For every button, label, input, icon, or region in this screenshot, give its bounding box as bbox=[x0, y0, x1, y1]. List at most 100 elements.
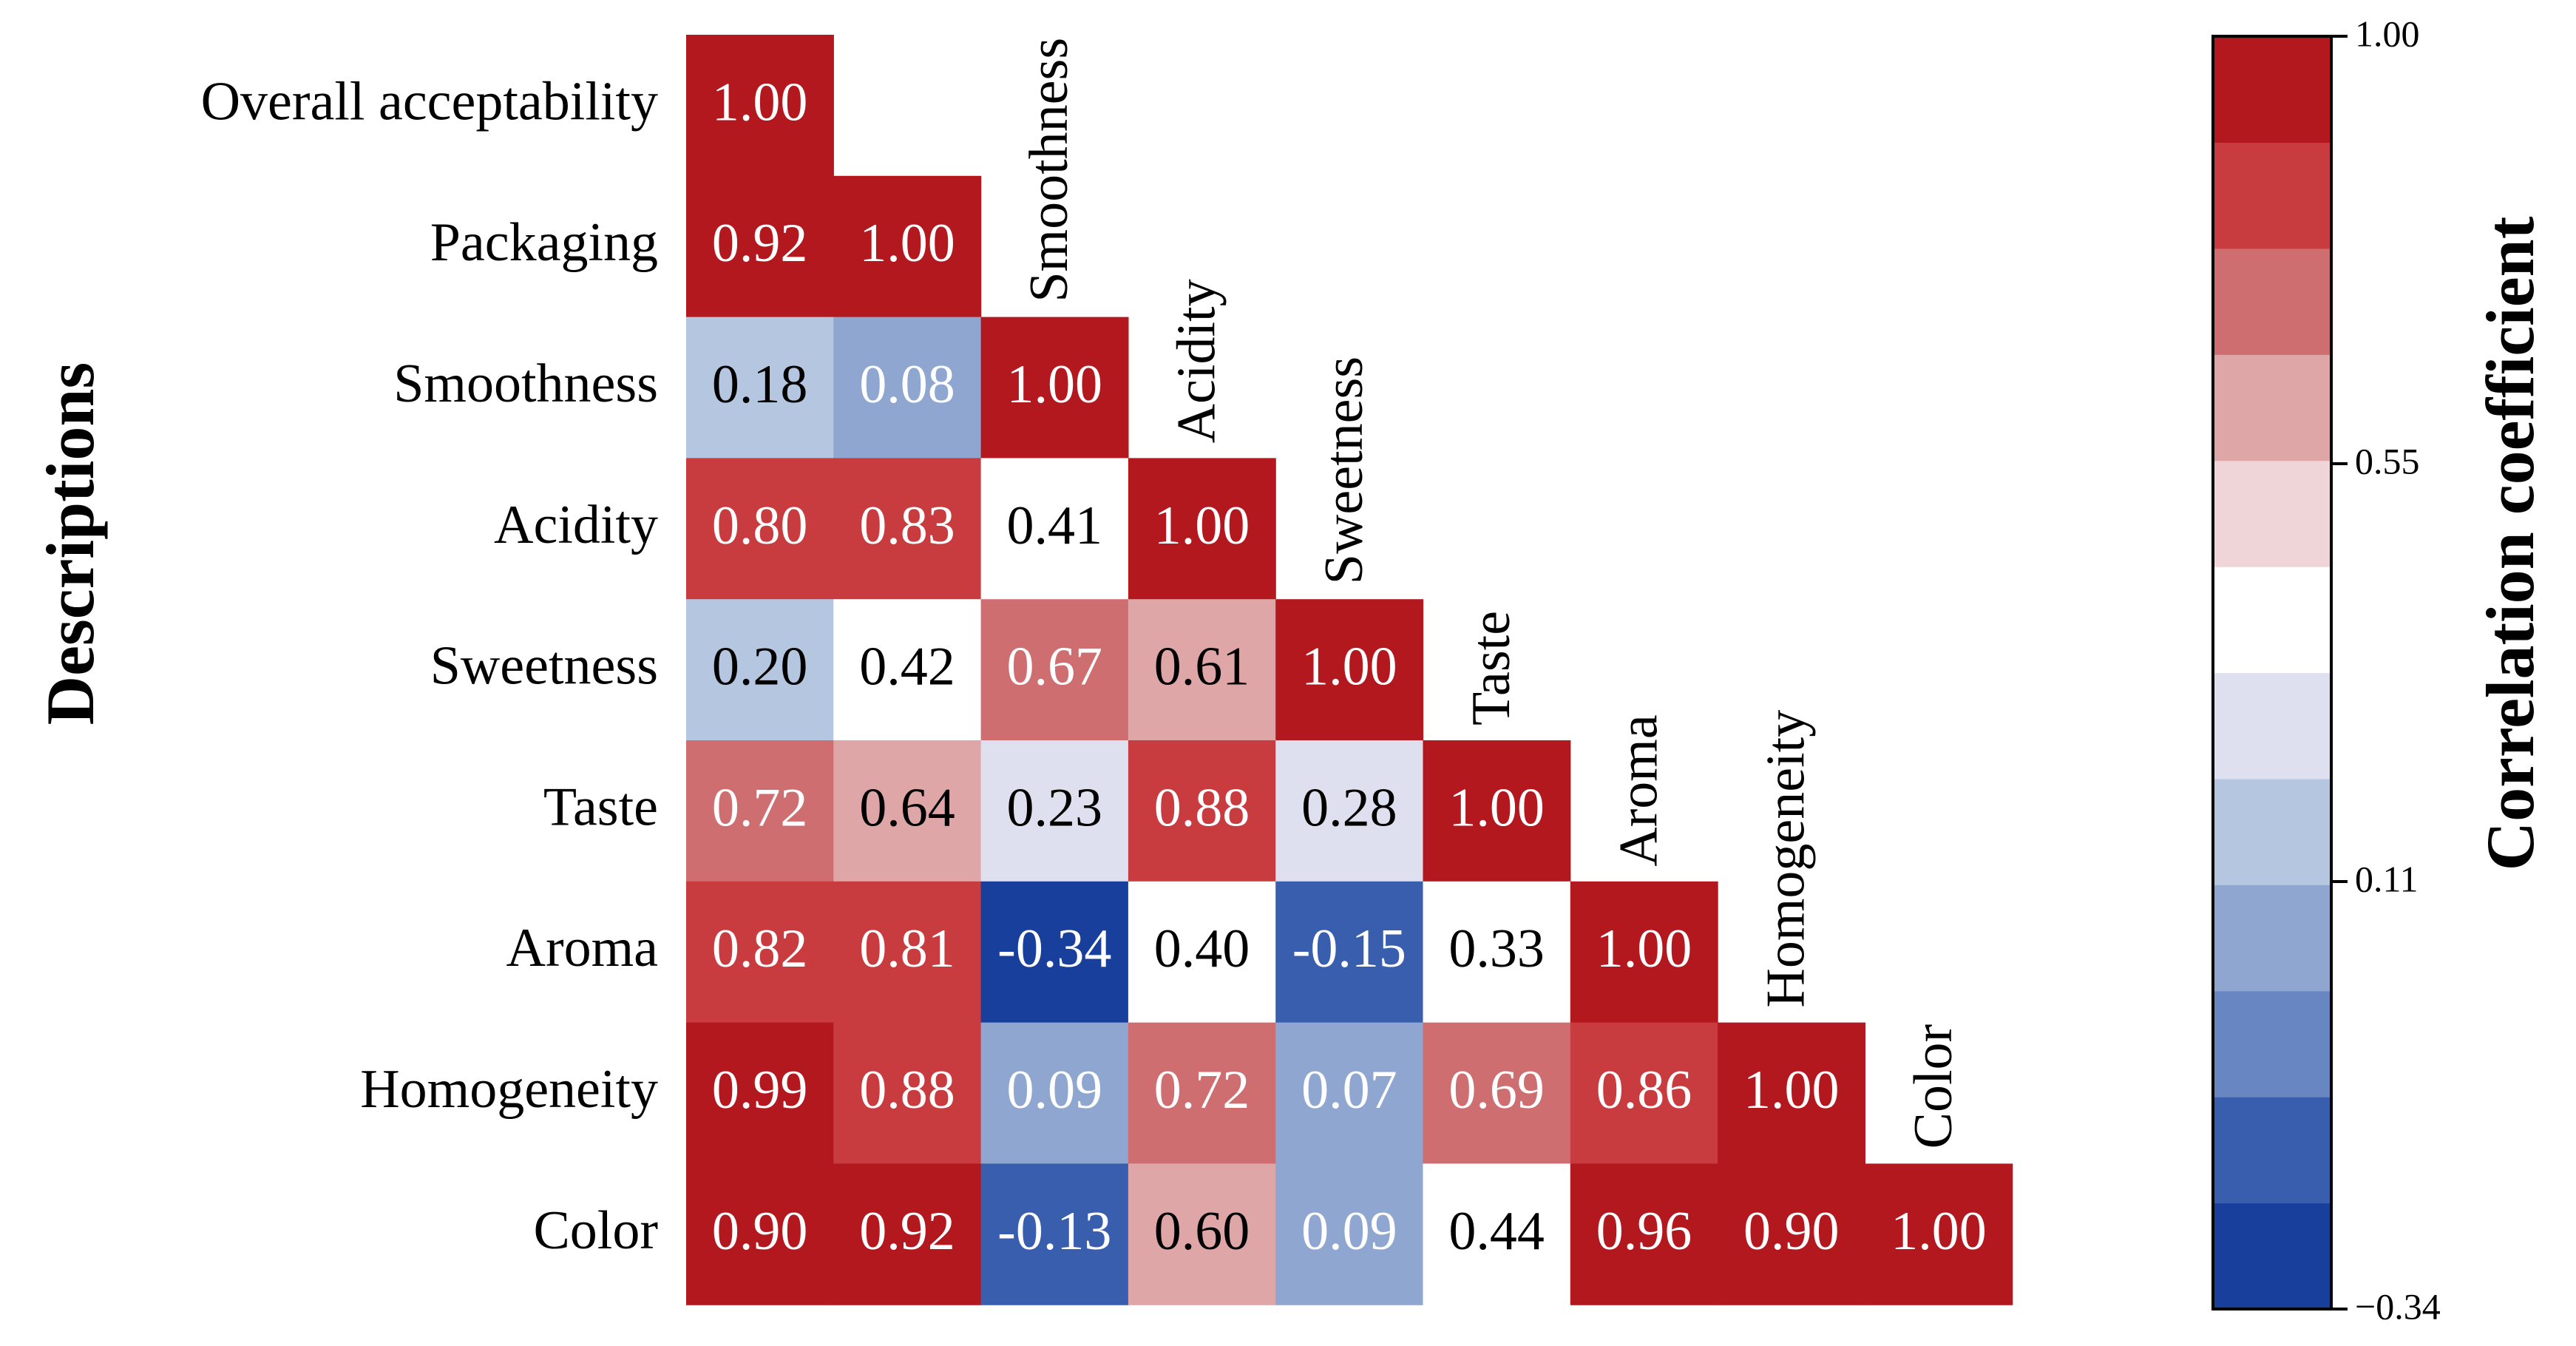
cell-value-label: 0.40 bbox=[1154, 919, 1250, 979]
cell-value-label: 1.00 bbox=[859, 213, 955, 274]
cell-value-label: 0.42 bbox=[859, 637, 955, 697]
heatmap-cell bbox=[686, 317, 834, 459]
heatmap-cell bbox=[980, 1022, 1129, 1164]
row-label: Smoothness bbox=[393, 354, 658, 414]
heatmap-cell bbox=[1128, 881, 1276, 1024]
row-label: Aroma bbox=[506, 918, 659, 978]
heatmap-cell bbox=[1423, 881, 1571, 1024]
cell-value-label: 1.00 bbox=[1007, 354, 1103, 415]
cell-value-label: 1.00 bbox=[1448, 777, 1545, 838]
cell-value-label: 0.92 bbox=[859, 1201, 955, 1262]
heatmap-cells: 1.00 0.92 1.00 0.18 0.08 1.00 0.80 0.83 0.41 1.00… bbox=[686, 35, 2013, 1305]
heatmap-cell bbox=[1128, 458, 1276, 600]
colorbar-segment bbox=[2213, 990, 2331, 1098]
cell-value-label: -0.34 bbox=[997, 919, 1111, 979]
heatmap-cell bbox=[686, 1163, 834, 1305]
cell-value-label: 1.00 bbox=[1596, 919, 1692, 979]
colorbar-segment bbox=[2213, 354, 2331, 461]
cell-value-label: 0.92 bbox=[712, 213, 808, 274]
heatmap-cell bbox=[1423, 740, 1571, 882]
cell-value-label: 1.00 bbox=[1301, 637, 1397, 697]
cell-value-label: 1.00 bbox=[1891, 1201, 1987, 1262]
heatmap-cell bbox=[1128, 740, 1276, 882]
cell-value-label: 0.07 bbox=[1301, 1060, 1397, 1120]
heatmap-cell bbox=[1423, 1022, 1571, 1164]
cell-value-label: 0.28 bbox=[1301, 777, 1397, 838]
heatmap-cell bbox=[1865, 1163, 2013, 1305]
cell-value-label: 0.44 bbox=[1448, 1201, 1545, 1262]
colorbar-segment bbox=[2213, 885, 2331, 992]
heatmap-cell bbox=[686, 599, 834, 741]
row-label: Sweetness bbox=[430, 636, 658, 697]
row-label: Taste bbox=[543, 777, 658, 837]
column-labels: Smoothness Acidity Sweetness Taste Aroma Homo… bbox=[1019, 38, 1964, 1149]
cell-value-label: 0.61 bbox=[1154, 637, 1250, 697]
heatmap-cell bbox=[833, 175, 982, 318]
row-label: Packaging bbox=[430, 212, 658, 273]
colorbar-title: Correlation coefficient bbox=[2472, 216, 2548, 870]
heatmap-cell bbox=[980, 740, 1129, 882]
row-label: Overall acceptability bbox=[201, 71, 658, 132]
colorbar-segment bbox=[2213, 1097, 2331, 1204]
heatmap-cell bbox=[980, 1163, 1129, 1305]
heatmap-cell bbox=[686, 175, 834, 318]
colorbar-tick-label: 0.55 bbox=[2355, 440, 2420, 481]
colorbar-tick-label: 0.11 bbox=[2355, 859, 2419, 900]
colorbar-segment bbox=[2213, 36, 2331, 143]
cell-value-label: 0.69 bbox=[1448, 1060, 1545, 1120]
y-axis-title: Descriptions bbox=[33, 362, 108, 726]
cell-value-label: 0.67 bbox=[1007, 637, 1103, 697]
colorbar-segment bbox=[2213, 672, 2331, 779]
heatmap-cell bbox=[980, 458, 1129, 600]
column-label: Aroma bbox=[1608, 714, 1669, 867]
cell-value-label: 1.00 bbox=[1154, 496, 1250, 556]
heatmap-cell bbox=[686, 458, 834, 600]
heatmap-cell bbox=[1423, 1163, 1571, 1305]
cell-value-label: 0.64 bbox=[859, 777, 955, 838]
cell-value-label: 0.08 bbox=[859, 354, 955, 415]
cell-value-label: 0.96 bbox=[1596, 1201, 1692, 1262]
heatmap-cell bbox=[1275, 740, 1424, 882]
heatmap-cell bbox=[1718, 1022, 1865, 1164]
cell-value-label: 0.20 bbox=[712, 637, 808, 697]
cell-value-label: 0.18 bbox=[712, 354, 808, 415]
cell-value-label: 0.41 bbox=[1007, 496, 1103, 556]
heatmap-cell bbox=[1275, 881, 1424, 1024]
heatmap-cell bbox=[1275, 599, 1424, 741]
cell-value-label: -0.15 bbox=[1292, 919, 1406, 979]
heatmap-cell bbox=[1275, 1163, 1424, 1305]
cell-value-label: 1.00 bbox=[712, 72, 808, 132]
column-label: Color bbox=[1903, 1024, 1964, 1149]
cell-value-label: 0.80 bbox=[712, 496, 808, 556]
row-label: Color bbox=[533, 1200, 658, 1261]
heatmap-cell bbox=[980, 599, 1129, 741]
heatmap-cell bbox=[980, 317, 1129, 459]
heatmap-cell bbox=[1128, 599, 1276, 741]
heatmap-cell bbox=[1275, 1022, 1424, 1164]
heatmap-cell bbox=[1570, 881, 1718, 1024]
colorbar: 1.00 0.55 0.11 −0.34 bbox=[2211, 13, 2441, 1327]
cell-value-label: 0.86 bbox=[1596, 1060, 1692, 1120]
cell-value-label: 0.33 bbox=[1448, 919, 1545, 979]
cell-value-label: 0.09 bbox=[1007, 1060, 1103, 1120]
heatmap-cell bbox=[686, 740, 834, 882]
heatmap-cell bbox=[833, 1022, 982, 1164]
cell-value-label: 0.90 bbox=[1743, 1201, 1840, 1262]
heatmap-cell bbox=[1718, 1163, 1865, 1305]
heatmap-cell bbox=[980, 881, 1129, 1024]
cell-value-label: 0.90 bbox=[712, 1201, 808, 1262]
cell-value-label: 0.88 bbox=[1154, 777, 1250, 838]
column-label: Homogeneity bbox=[1756, 710, 1817, 1008]
heatmap-cell bbox=[833, 881, 982, 1024]
cell-value-label: 0.81 bbox=[859, 919, 955, 979]
heatmap-cell bbox=[686, 1022, 834, 1164]
colorbar-segment bbox=[2213, 142, 2331, 249]
column-label: Acidity bbox=[1167, 279, 1227, 443]
row-label: Homogeneity bbox=[360, 1059, 658, 1120]
colorbar-segment bbox=[2213, 778, 2331, 885]
column-label: Sweetness bbox=[1314, 356, 1375, 584]
heatmap-cell bbox=[686, 35, 834, 177]
colorbar-tick-label: 1.00 bbox=[2355, 13, 2420, 54]
cell-value-label: 0.72 bbox=[1154, 1060, 1250, 1120]
colorbar-segment bbox=[2213, 248, 2331, 355]
